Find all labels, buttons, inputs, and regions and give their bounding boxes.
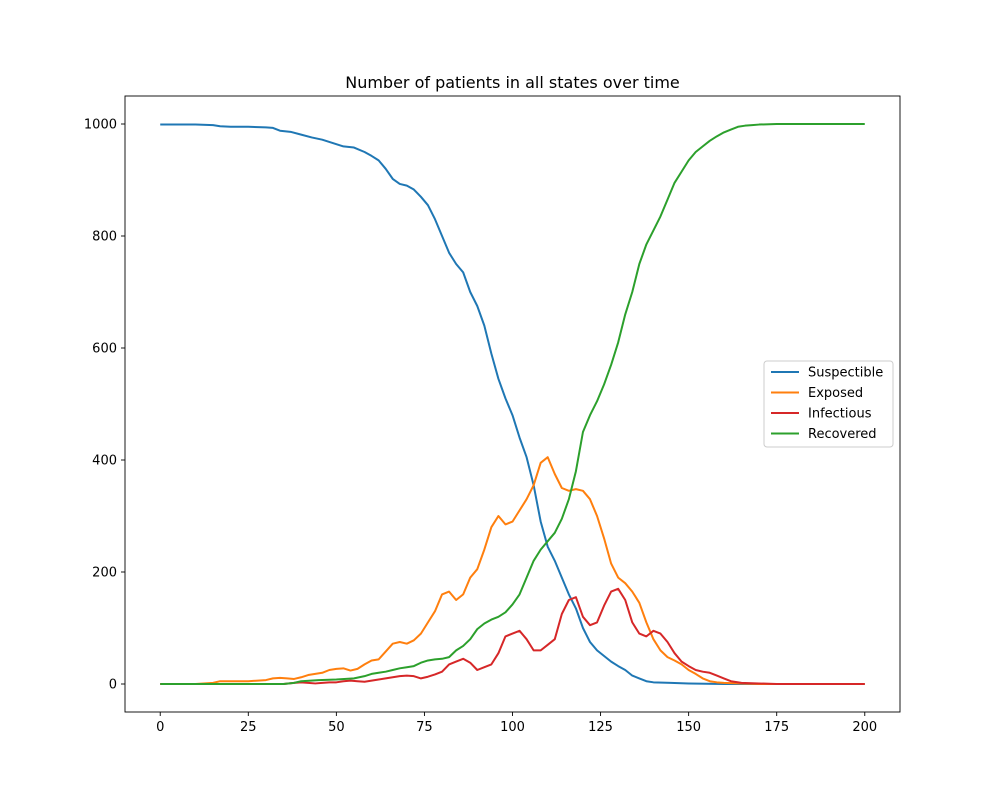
x-tick-label: 175 xyxy=(764,720,789,735)
x-tick-label: 200 xyxy=(852,720,877,735)
series-line-recovered xyxy=(160,123,865,685)
legend: Suspectible Exposed Infectious Recovered xyxy=(763,360,894,448)
legend-box xyxy=(763,360,894,448)
x-tick-label: 150 xyxy=(676,720,701,735)
legend-label: Exposed xyxy=(808,386,863,401)
y-tick-label: 800 xyxy=(92,230,117,245)
x-tick-label: 125 xyxy=(588,720,613,735)
x-tick-label: 50 xyxy=(328,720,345,735)
legend-label: Infectious xyxy=(808,407,872,422)
y-tick-label: 600 xyxy=(92,342,117,357)
x-tick-label: 25 xyxy=(240,720,257,735)
y-tick-label: 0 xyxy=(109,678,117,693)
x-axis: 0 25 50 75 100 125 150 175 200 xyxy=(156,712,877,735)
y-tick-label: 400 xyxy=(92,454,117,469)
y-tick-label: 200 xyxy=(92,566,117,581)
y-axis: 0 200 400 600 800 1000 xyxy=(84,118,125,693)
series-layer xyxy=(160,123,865,685)
x-tick-label: 100 xyxy=(500,720,525,735)
x-tick-label: 75 xyxy=(416,720,433,735)
y-tick-label: 1000 xyxy=(84,118,117,133)
series-line-suspectible xyxy=(160,123,865,685)
legend-label: Suspectible xyxy=(808,366,883,381)
x-tick-label: 0 xyxy=(156,720,164,735)
series-line-exposed xyxy=(160,456,865,685)
chart-title: Number of patients in all states over ti… xyxy=(345,73,680,92)
series-line-infectious xyxy=(160,587,865,685)
legend-label: Recovered xyxy=(808,427,877,442)
